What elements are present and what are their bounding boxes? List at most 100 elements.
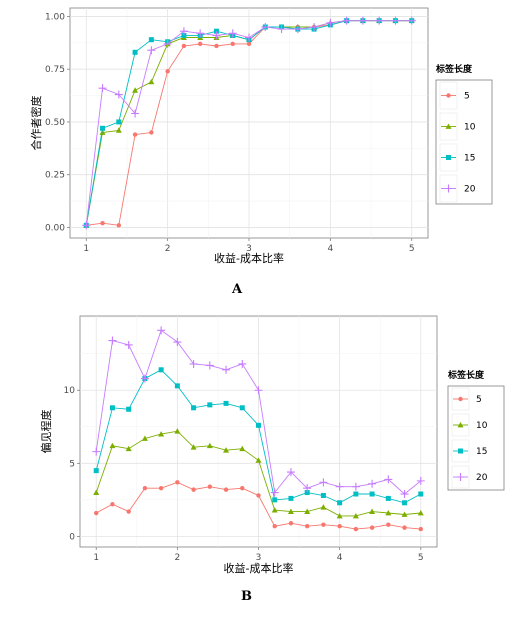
legend-label-5: 5 xyxy=(476,395,482,405)
data-point-20 xyxy=(342,16,351,25)
legend-label-20: 20 xyxy=(476,473,488,483)
data-point-20 xyxy=(173,338,182,347)
data-point-5 xyxy=(230,41,235,47)
series-20 xyxy=(92,326,425,499)
data-point-5 xyxy=(353,526,359,532)
data-point-10 xyxy=(255,457,262,463)
data-point-15 xyxy=(109,405,115,411)
series-20 xyxy=(82,16,416,230)
data-point-20 xyxy=(189,359,198,368)
data-point-20 xyxy=(358,16,367,25)
data-point-10 xyxy=(287,508,294,514)
legend-key-marker-20 xyxy=(456,473,465,481)
chart-panel-a: 1 2 3 4 5 0.00 0.25 0.50 0.75 1.00 收益-成本比率 合作者密度 A 标签… xyxy=(29,7,493,297)
data-point-5 xyxy=(246,41,252,47)
data-point-15 xyxy=(418,491,424,497)
data-point-15 xyxy=(385,495,391,501)
data-point-20 xyxy=(82,221,91,230)
data-point-10 xyxy=(93,489,100,495)
y-tick-label: 1.00 xyxy=(45,12,65,22)
data-point-20 xyxy=(147,46,156,55)
data-point-15 xyxy=(191,405,197,411)
y-tick-label: 0.25 xyxy=(45,171,65,181)
data-point-20 xyxy=(205,361,214,370)
data-point-20 xyxy=(98,84,107,93)
legend-label-10: 10 xyxy=(464,123,476,133)
data-point-10 xyxy=(141,435,148,441)
data-point-5 xyxy=(181,43,187,49)
data-point-10 xyxy=(239,445,246,452)
data-point-10 xyxy=(417,510,424,516)
data-point-10 xyxy=(352,512,359,519)
data-point-5 xyxy=(256,493,261,498)
chart-panel-b: 1 2 3 4 5 0 5 10 收益-成本比率 偏见程度 B 标签长度 5 10 15 20 xyxy=(39,315,505,604)
data-point-20 xyxy=(108,336,117,345)
x-tick-label: 4 xyxy=(327,244,333,254)
data-point-20 xyxy=(416,476,425,485)
data-point-15 xyxy=(100,125,106,131)
legend-key-marker-15 xyxy=(446,155,451,160)
data-point-5 xyxy=(110,502,115,507)
data-point-5 xyxy=(197,41,203,47)
data-point-10 xyxy=(304,508,311,514)
x-axis-title: 收益-成本比率 xyxy=(214,251,284,265)
data-point-10 xyxy=(223,447,230,453)
data-point-20 xyxy=(335,482,344,491)
data-point-5 xyxy=(223,487,229,492)
data-point-5 xyxy=(207,484,213,489)
data-point-5 xyxy=(288,521,294,526)
data-point-5 xyxy=(142,485,148,491)
data-point-20 xyxy=(303,484,312,493)
legend-title: 标签长度 xyxy=(435,63,473,75)
data-point-15 xyxy=(126,406,132,412)
data-point-10 xyxy=(115,127,122,133)
legend-label-15: 15 xyxy=(464,154,475,164)
data-point-10 xyxy=(158,431,165,437)
data-point-20 xyxy=(375,16,384,25)
data-point-20 xyxy=(238,359,247,368)
data-point-5 xyxy=(149,130,154,135)
series-10 xyxy=(93,428,424,519)
data-point-20 xyxy=(310,22,319,31)
data-point-5 xyxy=(240,485,245,491)
x-tick-label: 2 xyxy=(174,553,180,563)
data-point-20 xyxy=(368,479,377,488)
legend-label-10: 10 xyxy=(476,421,488,431)
data-point-10 xyxy=(174,428,181,434)
data-point-15 xyxy=(320,492,326,498)
x-tick-label: 3 xyxy=(256,553,262,563)
legend-key-marker-10 xyxy=(457,422,464,428)
legend-key-marker-10 xyxy=(445,123,452,129)
data-point-5 xyxy=(100,221,105,226)
data-point-10 xyxy=(125,445,132,452)
legend-key-marker-5 xyxy=(446,93,451,98)
x-tick-label: 4 xyxy=(337,553,343,563)
data-point-5 xyxy=(116,223,122,228)
data-point-10 xyxy=(401,511,408,517)
legend-key-marker-20 xyxy=(444,184,453,193)
data-point-5 xyxy=(126,509,131,514)
data-point-15 xyxy=(239,405,245,411)
data-point-15 xyxy=(132,49,138,55)
data-point-5 xyxy=(272,523,277,529)
data-point-20 xyxy=(114,90,123,99)
data-point-15 xyxy=(116,119,122,125)
data-point-15 xyxy=(213,28,219,34)
y-tick-label: 10 xyxy=(64,386,76,396)
data-point-15 xyxy=(337,500,343,506)
data-point-20 xyxy=(400,490,409,499)
y-tick-label: 0.50 xyxy=(45,118,65,128)
legend-key-marker-5 xyxy=(458,396,463,402)
data-point-10 xyxy=(320,504,327,510)
data-point-5 xyxy=(175,480,180,485)
data-point-5 xyxy=(191,487,196,492)
data-point-20 xyxy=(351,482,360,491)
legend-title: 标签长度 xyxy=(447,369,485,381)
data-point-5 xyxy=(386,522,391,527)
data-point-5 xyxy=(158,485,164,491)
data-point-20 xyxy=(179,27,188,36)
legend-label-15: 15 xyxy=(476,447,487,457)
data-point-5 xyxy=(214,43,219,49)
data-point-10 xyxy=(148,78,155,85)
